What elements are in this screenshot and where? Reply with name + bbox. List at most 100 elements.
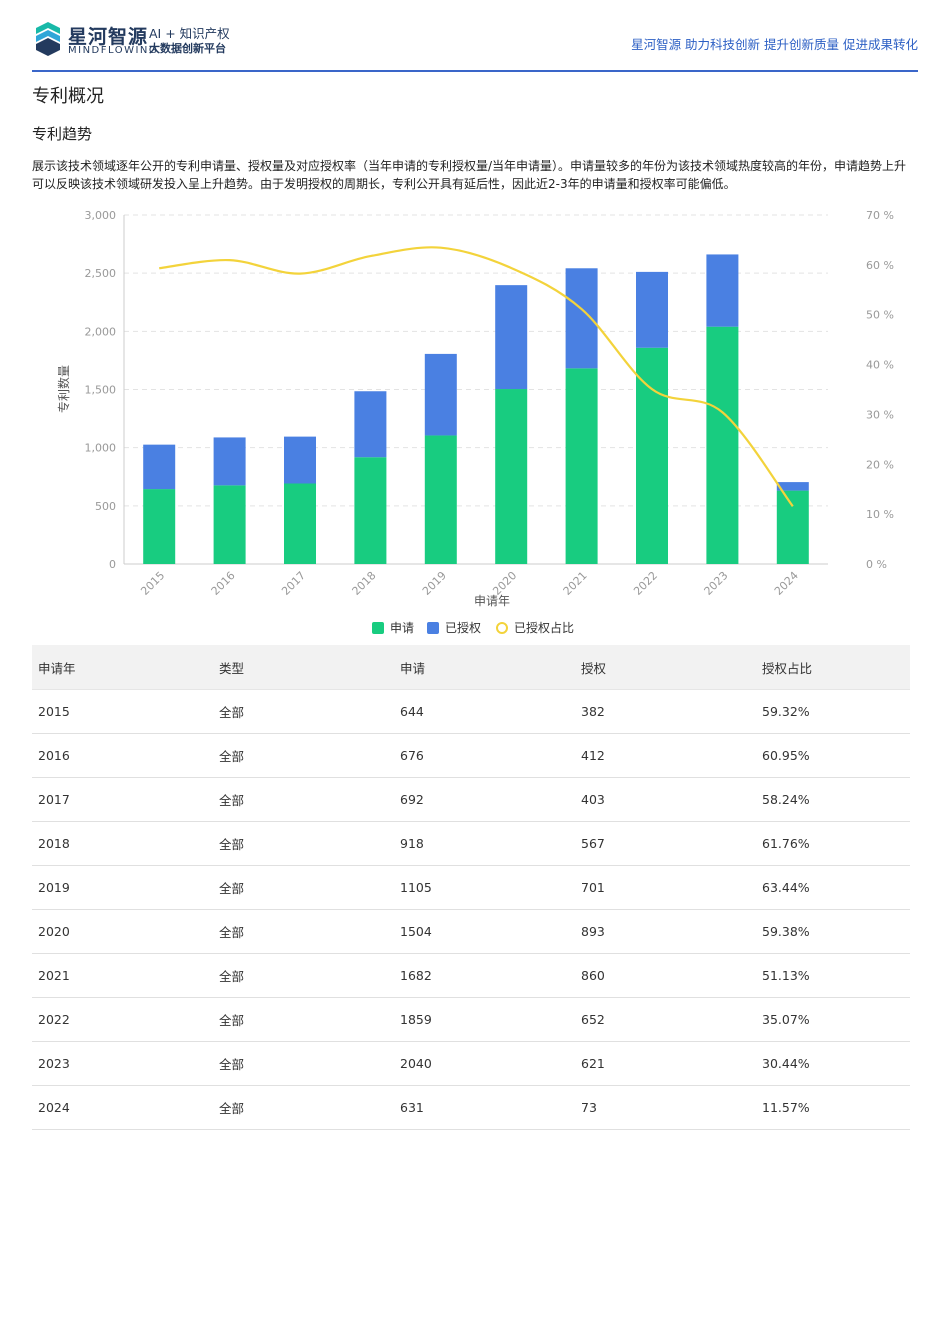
x-tick-label: 2023 (702, 569, 731, 598)
col-header-year: 申请年 (32, 645, 213, 690)
y-tick-label: 2,500 (85, 267, 117, 280)
bar-granted (495, 285, 528, 390)
table-header-row: 申请年 类型 申请 授权 授权占比 (32, 645, 910, 690)
page-header: 星河智源 MINDFLOWING AI + 知识产权 大数据创新平台 星河智源 … (32, 18, 918, 70)
cell-year: 2017 (32, 777, 213, 822)
table-row: 2022 全部 1859 652 35.07% (32, 997, 910, 1042)
cell-year: 2018 (32, 821, 213, 866)
table-row: 2016 全部 676 412 60.95% (32, 733, 910, 778)
bar-granted (354, 391, 387, 458)
ratio-line (159, 246, 794, 507)
bar-granted (706, 254, 739, 327)
cell-year: 2024 (32, 1085, 213, 1130)
cell-year: 2022 (32, 997, 213, 1042)
cell-ratio: 61.76% (756, 821, 910, 866)
cell-type: 全部 (213, 733, 394, 778)
table-row: 2018 全部 918 567 61.76% (32, 821, 910, 866)
header-slogan: 星河智源 助力科技创新 提升创新质量 促进成果转化 (631, 37, 918, 52)
y-tick-label: 3,000 (85, 209, 117, 222)
bar-granted (776, 482, 809, 491)
bar-granted (284, 436, 316, 484)
bar-application (706, 326, 739, 564)
logo-icon (36, 22, 60, 56)
cell-application: 918 (394, 821, 575, 866)
cell-ratio: 51.13% (756, 953, 910, 998)
bar-granted (213, 437, 246, 486)
cell-application: 1682 (394, 953, 575, 998)
y2-tick-label: 20 % (866, 458, 894, 471)
bar-granted (143, 444, 176, 490)
cell-application: 631 (394, 1085, 575, 1130)
cell-type: 全部 (213, 777, 394, 822)
bar-application (284, 483, 316, 564)
cell-type: 全部 (213, 909, 394, 954)
cell-ratio: 58.24% (756, 777, 910, 822)
cell-granted: 403 (575, 777, 756, 822)
y2-tick-label: 10 % (866, 508, 894, 521)
cell-type: 全部 (213, 1085, 394, 1130)
col-header-ratio: 授权占比 (756, 645, 910, 690)
y-tick-label: 1,500 (85, 384, 117, 397)
cell-year: 2019 (32, 865, 213, 910)
x-tick-label: 2021 (561, 569, 590, 598)
cell-application: 1105 (394, 865, 575, 910)
section-description: 展示该技术领域逐年公开的专利申请量、授权量及对应授权率（当年申请的专利授权量/当… (32, 159, 907, 191)
cell-type: 全部 (213, 865, 394, 910)
cell-granted: 73 (575, 1085, 756, 1130)
bar-granted (565, 268, 598, 369)
y-tick-label: 0 (109, 558, 116, 571)
y2-tick-label: 60 % (866, 259, 894, 272)
cell-ratio: 35.07% (756, 997, 910, 1042)
cell-application: 1504 (394, 909, 575, 954)
bar-granted (424, 353, 457, 436)
y2-tick-label: 40 % (866, 359, 894, 372)
x-tick-label: 2015 (138, 569, 167, 598)
cell-ratio: 11.57% (756, 1085, 910, 1130)
cell-granted: 701 (575, 865, 756, 910)
table-row: 2019 全部 1105 701 63.44% (32, 865, 910, 910)
table-row: 2021 全部 1682 860 51.13% (32, 953, 910, 998)
brand-name-en: MINDFLOWING (68, 45, 159, 56)
legend-label-ratio: 已授权占比 (514, 620, 574, 635)
table-row: 2017 全部 692 403 58.24% (32, 777, 910, 822)
brand-name: 星河智源 (68, 26, 149, 48)
patent-trend-chart: 0 500 1,000 1,500 2,000 2,500 3,000 0 % 10 % 20 %… (56, 209, 894, 635)
cell-ratio: 63.44% (756, 865, 910, 910)
subsection-title: 专利趋势 (32, 125, 93, 143)
cell-ratio: 59.32% (756, 689, 910, 734)
legend-label-granted: 已授权 (445, 620, 481, 635)
cell-type: 全部 (213, 997, 394, 1042)
cell-application: 644 (394, 689, 575, 734)
legend-swatch-application (372, 622, 384, 634)
y-tick-label: 500 (95, 500, 116, 513)
col-header-application: 申请 (394, 645, 575, 690)
x-axis-title: 申请年 (474, 594, 510, 608)
legend-label-application: 申请 (390, 621, 414, 635)
bar-application (213, 485, 246, 564)
y-tick-label: 1,000 (85, 442, 117, 455)
y-tick-label: 2,000 (85, 325, 117, 338)
legend-swatch-ratio (496, 622, 508, 634)
section-title: 专利概况 (32, 86, 104, 107)
cell-application: 692 (394, 777, 575, 822)
table-row: 2020 全部 1504 893 59.38% (32, 909, 910, 954)
table-row: 2023 全部 2040 621 30.44% (32, 1041, 910, 1086)
table-row: 2024 全部 631 73 11.57% (32, 1085, 910, 1130)
cell-ratio: 60.95% (756, 733, 910, 778)
bar-application (424, 435, 457, 564)
bar-application (143, 489, 176, 564)
col-header-granted: 授权 (575, 645, 756, 690)
cell-year: 2016 (32, 733, 213, 778)
cell-granted: 382 (575, 689, 756, 734)
x-tick-label: 2016 (209, 569, 238, 598)
tagline-2: 大数据创新平台 (149, 42, 226, 55)
x-tick-label: 2018 (350, 569, 379, 598)
bar-application (354, 457, 387, 564)
cell-application: 2040 (394, 1041, 575, 1086)
cell-year: 2020 (32, 909, 213, 954)
y2-tick-label: 50 % (866, 309, 894, 322)
cell-type: 全部 (213, 689, 394, 734)
header-divider (32, 70, 918, 72)
cell-year: 2021 (32, 953, 213, 998)
cell-year: 2015 (32, 689, 213, 734)
